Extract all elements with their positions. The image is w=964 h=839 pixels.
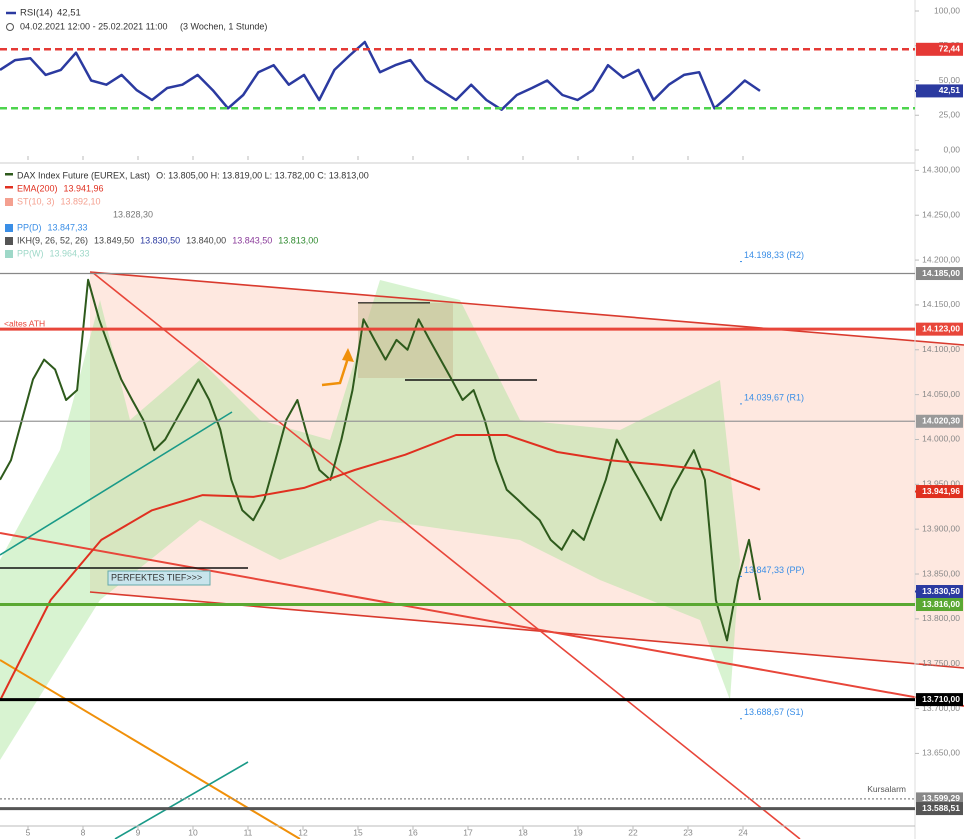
pivot-label: 13.847,33 (PP) xyxy=(744,565,805,575)
level-box xyxy=(916,42,963,56)
y-tick-label: 50,00 xyxy=(939,75,961,85)
legend-swatch xyxy=(5,250,13,258)
series-line xyxy=(0,434,761,701)
level-label: 13.816,00 xyxy=(922,599,960,609)
y-tick-label: 13.900,00 xyxy=(922,523,960,533)
legend-swatch xyxy=(5,173,13,176)
level-box xyxy=(916,598,963,612)
level-box xyxy=(916,267,963,281)
legend-value: 13.847,33 xyxy=(48,222,88,232)
y-tick-label: 25,00 xyxy=(939,110,961,120)
level-box xyxy=(916,802,963,816)
x-tick-label: 17 xyxy=(463,827,473,837)
series-line xyxy=(0,278,761,642)
y-tick-label: 14.300,00 xyxy=(922,165,960,175)
y-tick-label: 14.000,00 xyxy=(922,434,960,444)
y-tick-label: 13.650,00 xyxy=(922,748,960,758)
legend-value: 13.830,50 xyxy=(140,235,180,245)
x-tick-label: 24 xyxy=(738,827,748,837)
legend-name: DAX Index Future (EUREX, Last) xyxy=(17,170,150,180)
level-box xyxy=(916,84,963,98)
x-tick-label: 15 xyxy=(353,827,363,837)
extra-label: 13.828,30 xyxy=(113,209,153,219)
level-label: 13.941,96 xyxy=(922,486,960,496)
clock-icon xyxy=(6,23,14,31)
legend-name: IKH(9, 26, 52, 26) xyxy=(17,235,88,245)
series-line xyxy=(0,40,761,111)
subtitle-period: (3 Wochen, 1 Stunde) xyxy=(180,21,267,31)
legend-name: RSI(14) xyxy=(20,8,53,19)
pivot-label: 14.039,67 (R1) xyxy=(744,392,804,402)
x-tick-label: 22 xyxy=(628,827,638,837)
legend-name: PP(W) xyxy=(17,248,44,258)
legend-value: 13.840,00 xyxy=(186,235,226,245)
legend-name: PP(D) xyxy=(17,222,42,232)
legend-swatch xyxy=(5,186,13,189)
x-tick-label: 12 xyxy=(298,827,308,837)
level-label: 14.185,00 xyxy=(922,268,960,278)
legend-value: 13.849,50 xyxy=(94,235,134,245)
x-tick-label: 9 xyxy=(136,827,141,837)
y-tick-label: 0,00 xyxy=(943,144,960,154)
y-tick-label: 13.700,00 xyxy=(922,703,960,713)
legend-swatch xyxy=(5,198,13,206)
y-tick-label: 100,00 xyxy=(934,5,960,15)
x-tick-label: 16 xyxy=(408,827,418,837)
x-tick-label: 18 xyxy=(518,827,528,837)
level-box xyxy=(916,693,963,707)
y-tick-label: 13.750,00 xyxy=(922,658,960,668)
legend-value: 13.843,50 xyxy=(232,235,272,245)
legend-value: 13.813,00 xyxy=(278,235,318,245)
y-tick-label: 14.250,00 xyxy=(922,209,960,219)
legend-name: ST(10, 3) xyxy=(17,196,55,206)
level-label: 14.123,00 xyxy=(922,323,960,333)
x-tick-label: 5 xyxy=(26,827,31,837)
legend-name: EMA(200) xyxy=(17,183,58,193)
pivot-label: 14.198,33 (R2) xyxy=(744,250,804,260)
y-tick-label: 13.950,00 xyxy=(922,479,960,489)
x-tick-label: 23 xyxy=(683,827,693,837)
x-tick-label: 8 xyxy=(81,827,86,837)
x-tick-label: 11 xyxy=(244,827,253,837)
legend-value: O: 13.805,00 H: 13.819,00 L: 13.782,00 C… xyxy=(156,170,369,180)
level-box xyxy=(916,485,963,499)
y-tick-label: 13.800,00 xyxy=(922,613,960,623)
level-label: 13.710,00 xyxy=(922,694,960,704)
pivot-label: 13.688,67 (S1) xyxy=(744,707,804,717)
legend-value: 13.892,10 xyxy=(61,196,101,206)
level-label: 13.599,29 xyxy=(922,793,960,803)
annotation: PERFEKTES TIEF>>> xyxy=(111,572,202,582)
level-box xyxy=(916,414,963,428)
level-label: 14.020,30 xyxy=(922,416,960,426)
level-annotation: Kursalarm xyxy=(867,784,906,794)
y-tick-label: 14.150,00 xyxy=(922,299,960,309)
level-label: 72,44 xyxy=(939,44,961,54)
x-tick-label: 10 xyxy=(188,827,198,837)
level-label: 13.588,51 xyxy=(922,803,960,813)
level-annotation: <altes ATH xyxy=(4,318,45,328)
subtitle: 04.02.2021 12:00 - 25.02.2021 11:00 xyxy=(20,21,167,31)
y-tick-label: 14.200,00 xyxy=(922,254,960,264)
y-tick-label: 14.050,00 xyxy=(922,389,960,399)
level-label: 13.830,50 xyxy=(922,586,960,596)
y-tick-label: 14.100,00 xyxy=(922,344,960,354)
x-tick-label: 19 xyxy=(573,827,583,837)
legend-value: 42,51 xyxy=(57,8,81,19)
level-box xyxy=(916,585,963,599)
legend-swatch xyxy=(5,237,13,245)
level-label: 42,51 xyxy=(939,85,961,95)
level-box xyxy=(916,322,963,336)
legend-value: 13.964,33 xyxy=(50,248,90,258)
legend-value: 13.941,96 xyxy=(64,183,104,193)
y-tick-label: 13.850,00 xyxy=(922,568,960,578)
legend-swatch xyxy=(5,224,13,232)
